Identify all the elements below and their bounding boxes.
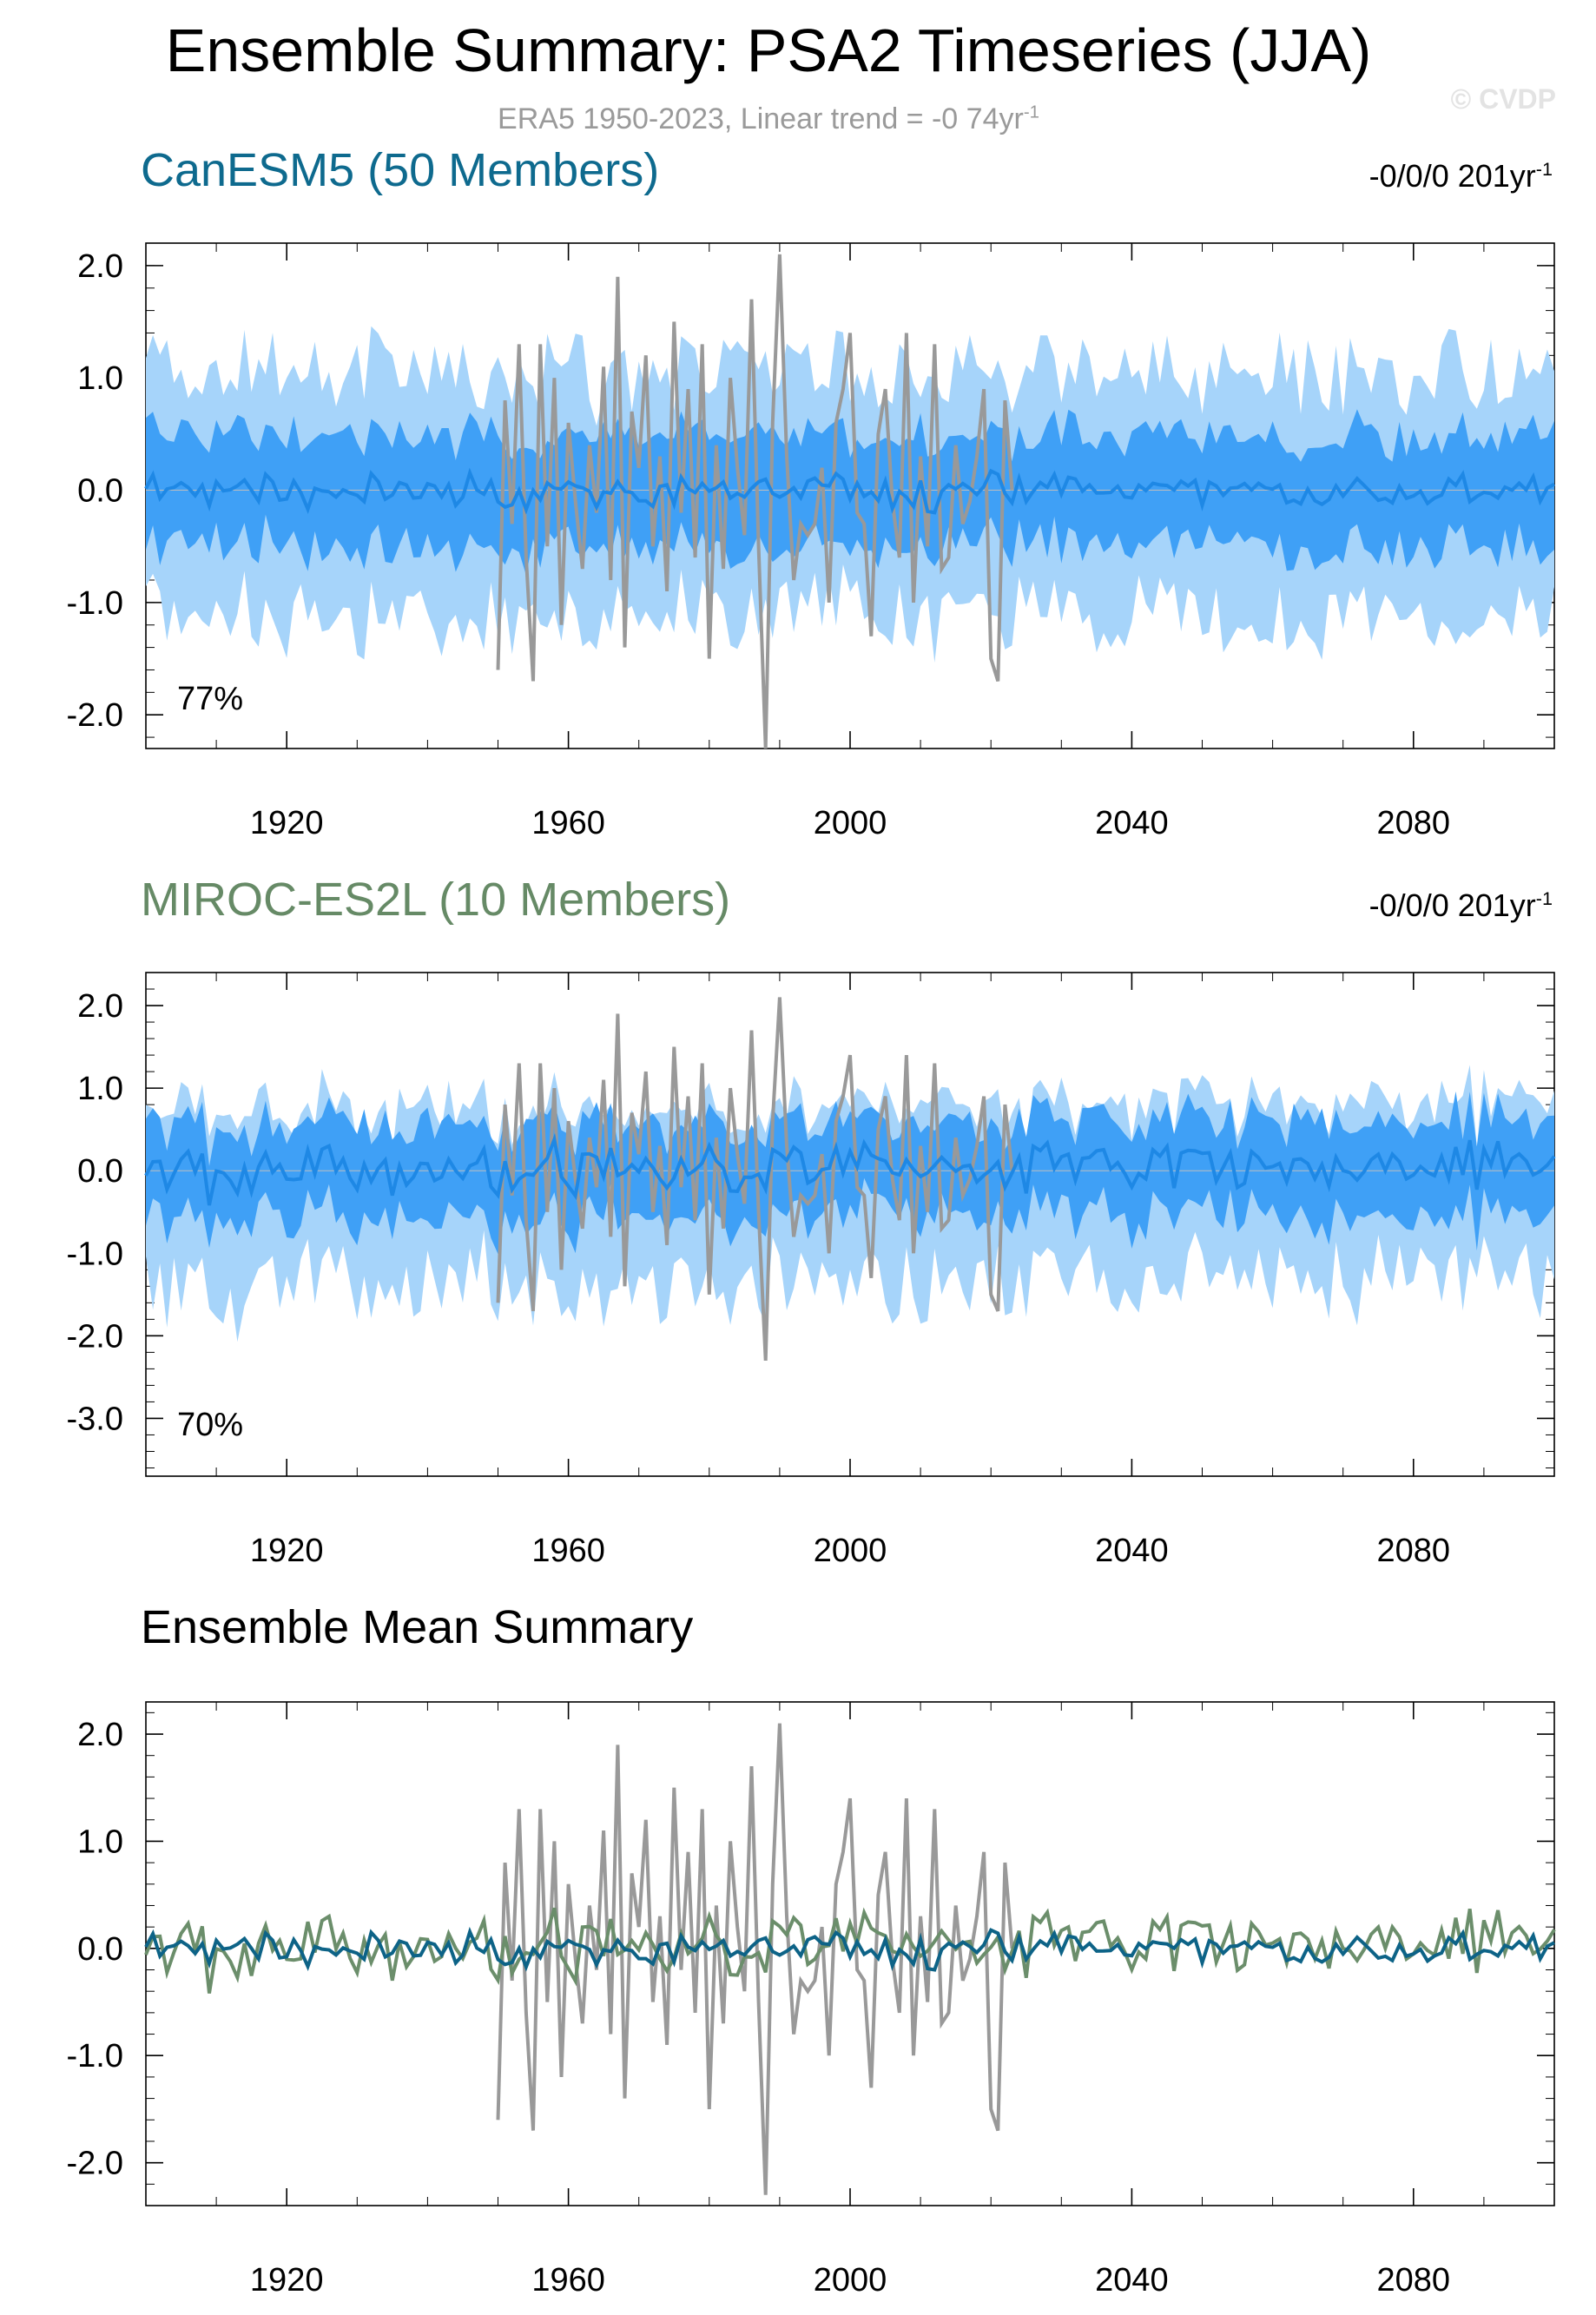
percent-label-canesm5: 77%: [177, 681, 244, 717]
y-tick-label: 2.0: [77, 1717, 123, 1753]
percent-label-miroc: 70%: [177, 1407, 244, 1443]
x-tick-label: 2080: [1377, 805, 1451, 841]
x-tick-label: 2000: [814, 1533, 887, 1569]
panel-1-axes: 2.0 1.0 0.0 -1.0 -2.0 -3.0 1920 1960 2000 2040 208…: [67, 972, 1556, 1569]
y-tick-label: -2.0: [67, 2146, 123, 2182]
y-tick-label: -2.0: [67, 1318, 123, 1355]
miroc-mean-line: [144, 1907, 1556, 1994]
obs-line: [496, 997, 1014, 1361]
y-tick-label: 1.0: [77, 1824, 123, 1860]
panel-trend-miroc: -0/0/0 201yr-1: [1368, 887, 1553, 923]
y-tick-label: -3.0: [67, 1401, 123, 1437]
figure-subtitle: ERA5 1950-2023, Linear trend = -0 74yr-1: [498, 102, 1039, 135]
y-tick-label: -1.0: [67, 2038, 123, 2074]
panel-trend-canesm5: -0/0/0 201yr-1: [1368, 158, 1553, 194]
x-tick-label: 2040: [1095, 1533, 1169, 1569]
x-tick-label: 1960: [531, 2262, 605, 2299]
y-tick-label: 2.0: [77, 248, 123, 285]
x-tick-label: 1920: [250, 805, 324, 841]
figure-title: Ensemble Summary: PSA2 Timeseries (JJA): [165, 16, 1372, 84]
panel-2-axes: 2.0 1.0 0.0 -1.0 -2.0 1920 1960 2000 2040 2080: [67, 1701, 1556, 2299]
y-tick-label: -2.0: [67, 697, 123, 734]
obs-line: [496, 254, 1014, 749]
y-tick-label: 0.0: [77, 473, 123, 510]
x-tick-label: 2040: [1095, 2262, 1169, 2299]
obs-line: [496, 1723, 1014, 2195]
x-tick-label: 2080: [1377, 1533, 1451, 1569]
y-tick-label: 2.0: [77, 988, 123, 1025]
x-tick-label: 1960: [531, 805, 605, 841]
panel-0-axes: 2.0 1.0 0.0 -1.0 -2.0 1920 1960 2000 2040 2080: [67, 242, 1555, 841]
x-tick-label: 2080: [1377, 2262, 1451, 2299]
cvdp-watermark: © CVDP: [1450, 83, 1556, 115]
y-tick-label: 1.0: [77, 1071, 123, 1107]
panel-title-miroc: MIROC-ES2L (10 Members): [141, 874, 731, 926]
panel-title-ensemble-mean: Ensemble Mean Summary: [141, 1601, 694, 1653]
y-tick-label: -1.0: [67, 1236, 123, 1272]
x-tick-label: 1920: [250, 1533, 324, 1569]
y-tick-label: -1.0: [67, 585, 123, 622]
inner-range-band: [146, 1091, 1554, 1255]
x-tick-label: 2000: [814, 2262, 887, 2299]
inner-range-band: [146, 409, 1554, 576]
panel-title-canesm5: CanESM5 (50 Members): [141, 144, 660, 196]
x-tick-label: 2000: [814, 805, 887, 841]
x-tick-label: 2040: [1095, 805, 1169, 841]
y-tick-label: 1.0: [77, 360, 123, 397]
ensemble-mean-line: [144, 467, 1555, 515]
canesm5-mean-line: [144, 1926, 1555, 1972]
x-tick-label: 1920: [250, 2262, 324, 2299]
ensemble-mean-line: [144, 1132, 1556, 1206]
y-tick-label: 0.0: [77, 1153, 123, 1190]
x-tick-label: 1960: [531, 1533, 605, 1569]
y-tick-label: 0.0: [77, 1931, 123, 1968]
